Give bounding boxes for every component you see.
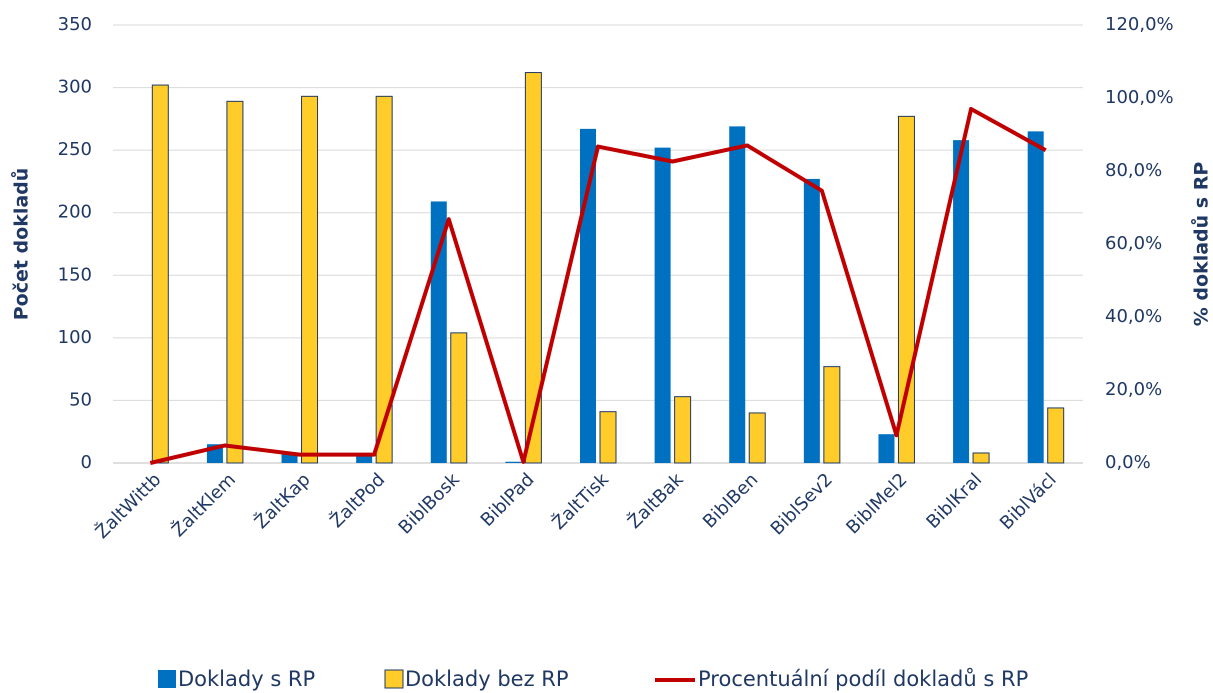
- bar: [1047, 407, 1065, 464]
- bar: [450, 332, 468, 464]
- legend-label: Procentuální podíl dokladů s RP: [698, 667, 1028, 691]
- x-tick-label: BiblMel2: [842, 469, 911, 538]
- x-tick-label: BiblPad: [477, 469, 539, 531]
- x-tick-label: BiblVácl: [996, 469, 1061, 534]
- x-tick-label: BiblBosk: [395, 469, 465, 539]
- line: [149, 106, 1047, 465]
- legend-label: Doklady s RP: [178, 667, 315, 691]
- y2-tick-label: 40,0%: [1105, 306, 1162, 327]
- x-tick-label: ŽaltKlem: [167, 469, 240, 542]
- bar: [748, 412, 766, 464]
- x-tick-label: BiblBen: [699, 469, 762, 532]
- bar: [226, 100, 244, 464]
- x-tick-label: BiblSev2: [767, 469, 837, 539]
- y-tick-label: 150: [58, 264, 92, 285]
- bar: [301, 95, 319, 464]
- y2-tick-label: 120,0%: [1105, 14, 1174, 35]
- x-tick-label: ŽaltKap: [250, 469, 315, 534]
- bar: [599, 411, 617, 464]
- y2-tick-label: 20,0%: [1105, 379, 1162, 400]
- y2-axis-title: % dokladů s RP: [1190, 162, 1213, 327]
- x-tick-label: BiblKral: [922, 469, 986, 533]
- y-tick-label: 50: [69, 389, 92, 410]
- bar: [505, 461, 522, 463]
- legend-label: Doklady bez RP: [405, 667, 569, 691]
- bar: [823, 366, 841, 464]
- bar: [729, 126, 746, 463]
- x-tick-label: ŽaltTisk: [548, 468, 614, 534]
- y-tick-label: 0: [81, 452, 92, 473]
- y-tick-label: 350: [58, 14, 92, 35]
- bar: [654, 147, 671, 463]
- y-tick-label: 100: [58, 327, 92, 348]
- x-tick-label: ŽaltWittb: [91, 469, 166, 544]
- y2-tick-label: 60,0%: [1105, 233, 1162, 254]
- bar: [674, 396, 692, 464]
- y2-tick-label: 80,0%: [1105, 160, 1162, 181]
- y-axis-title: Počet dokladů: [10, 168, 33, 321]
- bar: [524, 72, 542, 464]
- bar: [281, 454, 298, 463]
- y-tick-label: 250: [58, 139, 92, 160]
- bar: [580, 128, 596, 463]
- bar: [1027, 131, 1044, 463]
- x-tick-label: ŽaltBak: [623, 468, 688, 533]
- y2-tick-label: 0,0%: [1105, 452, 1151, 473]
- y2-tick-label: 100,0%: [1105, 87, 1174, 108]
- bar: [375, 95, 393, 464]
- bar: [356, 454, 373, 463]
- bar: [878, 434, 895, 463]
- bar: [972, 452, 990, 464]
- bar: [151, 84, 169, 464]
- y-tick-label: 200: [58, 202, 92, 223]
- bar: [953, 140, 970, 464]
- legend-swatch: [384, 669, 404, 689]
- y-tick-label: 300: [58, 77, 92, 98]
- legend-swatch: [158, 670, 176, 688]
- bar: [430, 201, 447, 464]
- bar: [803, 178, 820, 463]
- x-tick-label: ŽaltPod: [326, 469, 390, 533]
